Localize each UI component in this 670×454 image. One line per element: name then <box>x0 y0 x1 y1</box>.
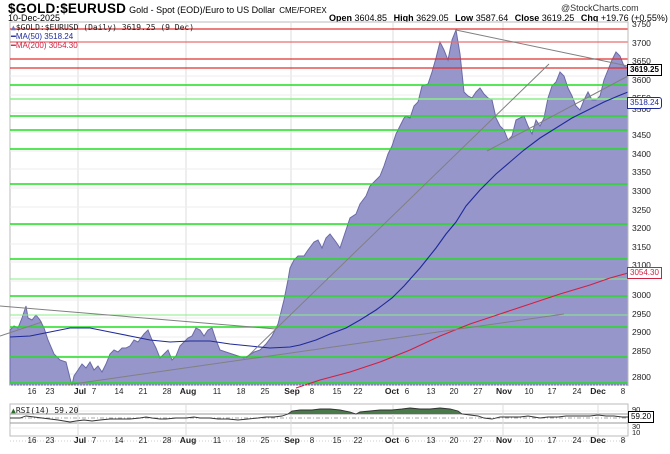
price-tag: 3619.25 <box>627 64 662 76</box>
legend-ma50: ━MA(50) 3518.24 <box>11 32 74 41</box>
ma200-tag: 3054.30 <box>627 267 662 279</box>
chart-date: 10-Dec-2025 <box>8 13 61 23</box>
ohlc-summary: Open 3604.85 High 3629.05 Low 3587.64 Cl… <box>325 13 670 23</box>
ma200-line <box>295 272 629 389</box>
rsi-tag: 59.20 <box>628 411 655 423</box>
exchange: CME/FOREX <box>279 6 327 15</box>
low-label: Low <box>455 13 474 23</box>
y-tick: 3150 <box>632 242 651 252</box>
chart-legend: ▲$GOLD:$EURUSD (Daily) 3619.25 (9 Dec) ━… <box>11 23 194 50</box>
y-tick: 3600 <box>632 75 651 85</box>
trendlines <box>0 29 629 386</box>
rsi-tick: 10 <box>632 428 641 437</box>
rsi-label: ▲RSI(14) 59.20 <box>11 406 79 415</box>
y-tick: 3650 <box>632 56 651 66</box>
chg-value: +19.76 (+0.55%) <box>600 13 668 23</box>
y-tick: 2950 <box>632 309 651 319</box>
low-value: 3587.64 <box>475 13 509 23</box>
ma200-swatch-icon: ━ <box>11 41 16 50</box>
symbol: $GOLD:$EURUSD <box>8 1 127 16</box>
high-label: High <box>393 13 414 23</box>
rsi-tick: 30 <box>632 422 641 431</box>
y-tick: 2800 <box>632 372 651 382</box>
y-tick: 3200 <box>632 223 651 233</box>
ma50-swatch-icon: ━ <box>11 32 16 41</box>
ma50-line <box>9 91 629 349</box>
y-tick: 3300 <box>632 186 651 196</box>
symbol-description: Gold - Spot (EOD)/Euro to US Dollar <box>129 5 276 15</box>
y-tick: 3450 <box>632 130 651 140</box>
y-tick: 2900 <box>632 327 651 337</box>
chart-title: $GOLD:$EURUSD Gold - Spot (EOD)/Euro to U… <box>8 1 327 16</box>
y-tick: 3000 <box>632 290 651 300</box>
close-label: Close <box>514 13 540 23</box>
ma50-tag: 3518.24 <box>627 97 662 109</box>
y-tick: 3250 <box>632 205 651 215</box>
area-chart-icon: ▲ <box>11 23 16 32</box>
y-tick: 3350 <box>632 167 651 177</box>
rsi-tick: 90 <box>632 405 641 414</box>
legend-price: ▲$GOLD:$EURUSD (Daily) 3619.25 (9 Dec) <box>11 23 195 32</box>
rsi-line <box>10 407 628 423</box>
y-tick: 3500 <box>632 104 651 114</box>
close-value: 3619.25 <box>541 13 575 23</box>
rsi-icon: ▲ <box>11 406 16 415</box>
open-value: 3604.85 <box>354 13 388 23</box>
y-tick: 3750 <box>632 19 651 29</box>
y-tick: 3700 <box>632 38 651 48</box>
y-tick: 3100 <box>632 260 651 270</box>
chg-label: Chg <box>580 13 599 23</box>
open-label: Open <box>329 13 353 23</box>
y-tick: 3400 <box>632 149 651 159</box>
legend-ma200: ━MA(200) 3054.30 <box>11 41 78 50</box>
resistance-lines <box>10 28 628 69</box>
brand-link[interactable]: @StockCharts.com <box>561 3 639 13</box>
high-value: 3629.05 <box>416 13 449 23</box>
y-tick: 2850 <box>632 346 651 356</box>
